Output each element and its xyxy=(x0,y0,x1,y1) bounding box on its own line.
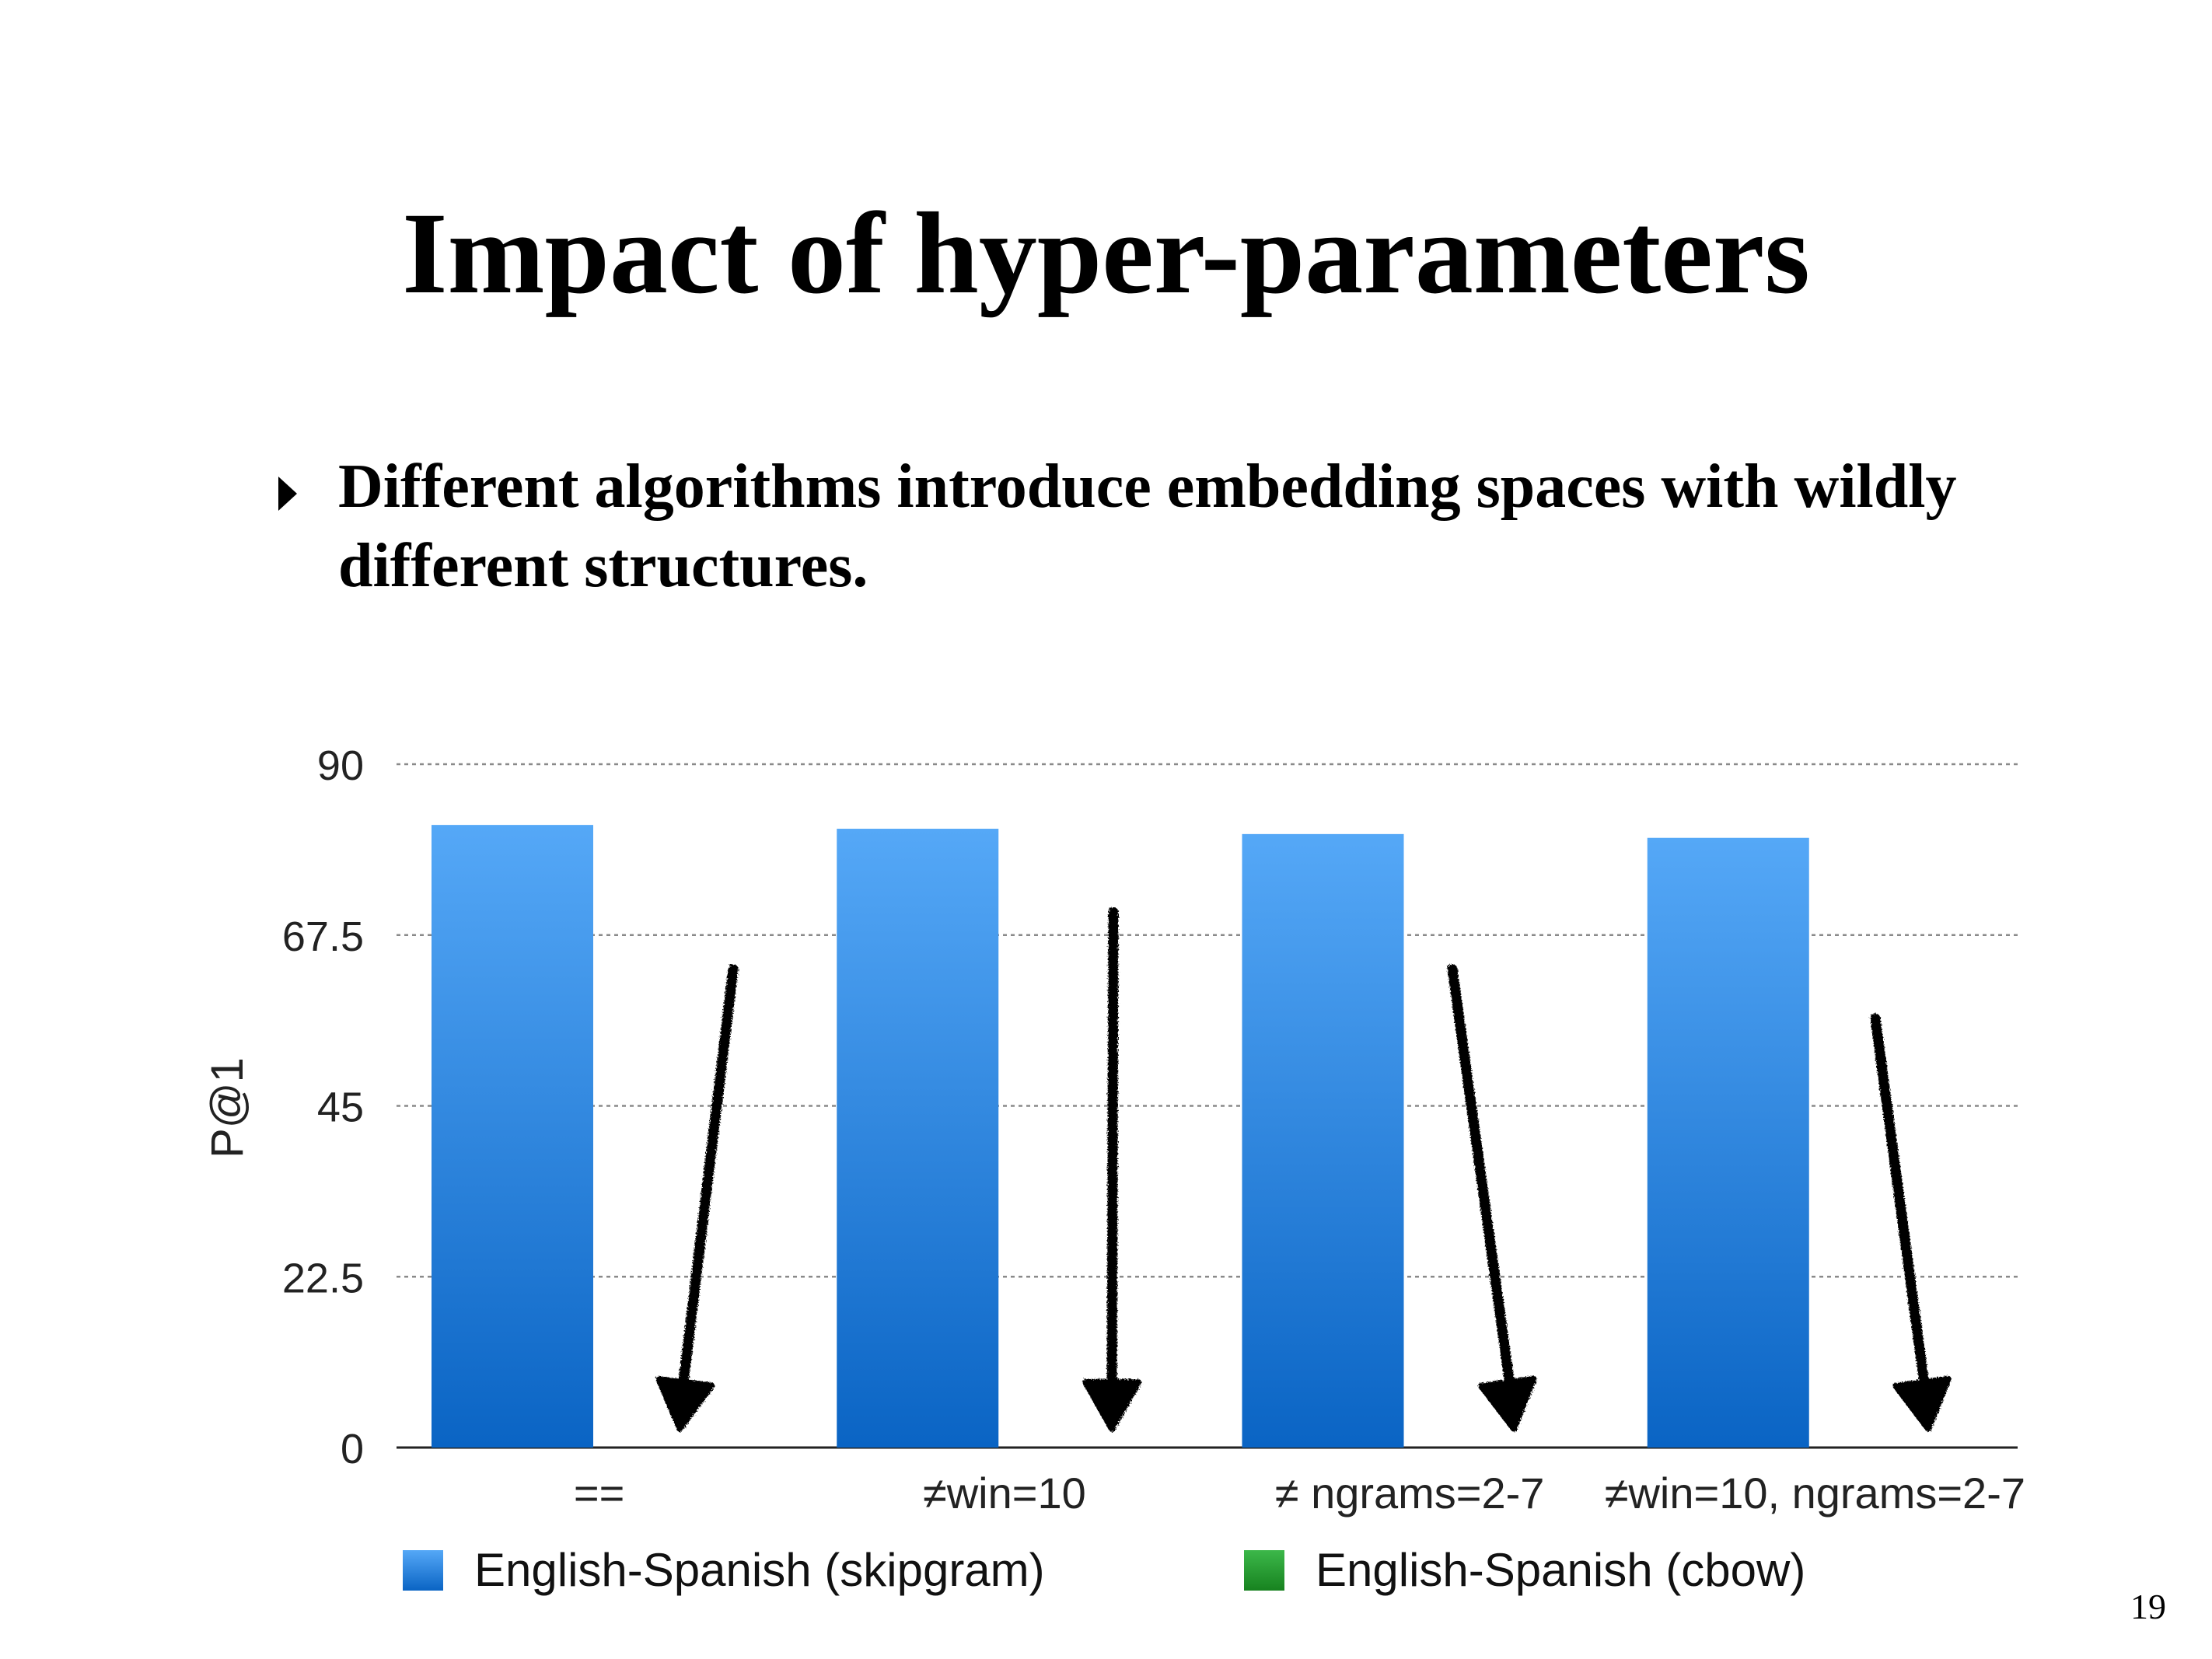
arrow-head xyxy=(1082,1378,1142,1432)
x-tick-label: ≠win=10 xyxy=(923,1469,1086,1518)
x-tick-label: ≠win=10, ngrams=2-7 xyxy=(1605,1469,2025,1518)
legend-item-cbow: English-Spanish (cbow) xyxy=(1244,1543,1805,1597)
bullet-triangle-icon xyxy=(278,477,297,511)
y-axis-label: P@1 xyxy=(202,1057,253,1158)
y-tick-label: 45 xyxy=(317,1084,364,1131)
legend-swatch-cbow xyxy=(1244,1549,1284,1591)
x-tick-label: == xyxy=(574,1469,624,1518)
arrow-head xyxy=(655,1376,715,1432)
annotation-arrow xyxy=(1447,964,1537,1432)
legend-swatch-skipgram xyxy=(403,1549,443,1591)
bullet-text: Different algorithms introduce embedding… xyxy=(338,452,1957,600)
legend-item-skipgram: English-Spanish (skipgram) xyxy=(403,1543,1045,1597)
chart-legend: English-Spanish (skipgram) English-Spani… xyxy=(0,1543,2212,1613)
x-tick-label: ≠ ngrams=2-7 xyxy=(1275,1469,1545,1518)
bar-skipgram xyxy=(837,829,999,1448)
bar-skipgram xyxy=(1647,837,1809,1448)
legend-label-skipgram: English-Spanish (skipgram) xyxy=(474,1544,1045,1596)
page-number: 19 xyxy=(2130,1587,2166,1626)
arrow-shaft xyxy=(1870,1013,1932,1407)
legend-label-cbow: English-Spanish (cbow) xyxy=(1316,1544,1806,1596)
annotation-arrow xyxy=(1870,1013,1952,1432)
y-tick-label: 90 xyxy=(317,742,364,789)
bullet-point: Different algorithms introduce embedding… xyxy=(272,447,2060,606)
annotation-arrow xyxy=(655,964,739,1432)
y-tick-label: 0 xyxy=(341,1426,364,1472)
annotation-arrow xyxy=(1082,906,1142,1432)
y-tick-label: 67.5 xyxy=(282,913,364,960)
arrow-head xyxy=(1478,1375,1537,1432)
bar-skipgram xyxy=(1242,833,1404,1448)
slide-title: Impact of hyper-parameters xyxy=(402,189,1810,318)
bar-skipgram xyxy=(432,825,593,1448)
arrow-shaft xyxy=(1106,906,1119,1407)
y-tick-label: 22.5 xyxy=(282,1255,364,1301)
arrow-head xyxy=(1892,1375,1952,1432)
arrow-shaft xyxy=(1447,964,1518,1407)
arrow-shaft xyxy=(676,964,739,1407)
